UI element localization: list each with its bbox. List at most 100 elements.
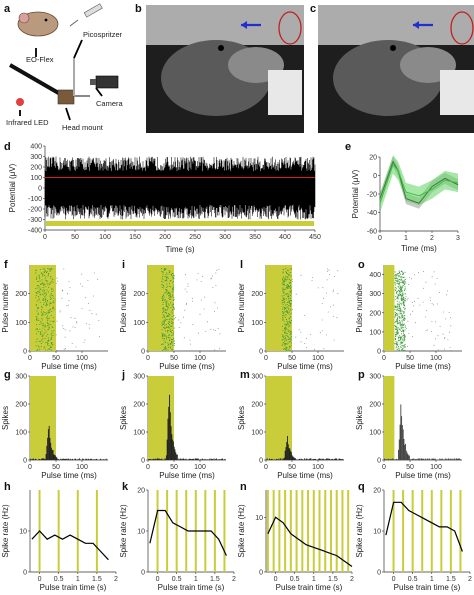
histogram-bar [47,429,49,460]
y-tick-label: 300 [30,154,42,161]
histogram-bar [421,458,423,460]
histogram-bar [338,458,340,460]
histogram-bar [218,459,220,460]
x-tick-label: 450 [309,234,321,241]
histogram-bar [96,458,98,460]
histogram-bar [313,459,315,460]
histogram-bar [152,459,154,460]
histogram-bar [176,454,178,460]
histogram-bar [271,458,273,460]
x-tick-label: 50 [406,464,414,471]
mount-block [57,89,75,105]
histogram-bar [342,459,344,460]
x-tick-label: 3 [456,235,460,242]
y-tick-label: 0 [377,570,381,577]
chart-f [28,265,108,353]
histogram-bar [162,459,164,460]
histogram-bar [47,437,49,460]
red-circle [450,11,474,45]
histogram-bar [148,459,149,460]
histogram-bar [327,459,329,460]
x-tick-label: 50 [52,355,60,362]
histogram-bar [458,458,460,460]
y-tick-label: 0 [38,186,42,193]
histogram-bar [48,425,50,460]
histogram-bar [301,458,302,460]
x-tick-label: 0 [38,576,42,583]
histogram-bar [441,458,443,460]
histogram-bar [90,458,92,460]
histogram-bar [404,444,406,460]
y-tick-label: 100 [133,320,145,327]
histogram-bar [169,412,171,460]
x-tick-label: 350 [249,234,261,241]
histogram-bar [432,458,434,460]
histogram-bar [216,459,218,460]
eoflex-probe [9,63,63,97]
x-tick-label: 1 [404,235,408,242]
histogram-bar [439,458,441,460]
x-tick-label: 0 [264,355,268,362]
y-axis-label: Spike rate (Hz) [355,504,364,558]
x-tick-label: 0 [156,576,160,583]
raster-background-spikes [291,268,339,352]
histogram-bar [170,426,172,460]
histogram-bar [384,458,385,460]
histogram-bar [63,459,65,460]
histogram-bar [188,458,190,460]
x-tick-label: 0 [382,464,386,471]
y-tick-label: 100 [369,430,381,437]
histogram-bar [283,458,285,460]
histogram-bar [384,459,386,460]
y-tick-label: 0 [377,458,381,465]
histogram-bar [389,459,391,460]
syringe-needle [69,19,79,27]
y-axis-label: Pulse number [119,283,128,333]
histogram-bar [38,458,40,460]
x-axis-label: Pulse train time (s) [158,583,225,592]
histogram-bar [455,458,457,460]
histogram-bar [330,459,332,460]
histogram-bar [306,458,308,460]
histogram-bar [173,446,175,460]
y-tick-label: 300 [369,291,381,298]
histogram-bar [408,455,410,460]
histogram-bar [411,459,413,460]
x-tick-label: 2 [430,235,434,242]
histogram-bar [400,404,402,460]
histogram-bar [412,458,413,460]
chart-q [382,489,471,574]
photo-b [146,5,304,133]
y-tick-label: 300 [251,374,263,381]
histogram-bar [85,458,87,460]
histogram-bar [310,458,312,460]
y-tick-label: 0 [373,173,377,180]
histogram-bar [319,459,321,460]
y-axis-label: Spikes [355,406,364,430]
y-tick-label: 100 [30,175,42,182]
y-tick-label: -20 [367,192,377,199]
histogram-bar [396,458,398,460]
x-tick-label: 1.5 [328,576,338,583]
histogram-bar [299,458,301,460]
histogram-bar [166,439,168,460]
histogram-bar [405,450,407,460]
x-tick-label: 50 [288,355,296,362]
histogram-bar [398,449,399,460]
histogram-bar [50,442,52,460]
histogram-bar [179,458,181,460]
stim-window [30,376,56,460]
panel-letter-n: n [240,481,247,493]
y-tick-label: 300 [369,374,381,381]
histogram-bar [281,458,283,460]
syringe-body [83,3,103,18]
histogram-bar [270,459,272,460]
y-tick-label: 0 [141,570,145,577]
histogram-bar [148,459,150,460]
histogram-bar [197,458,199,460]
histogram-bar [301,459,303,460]
stim-window [148,265,174,351]
x-tick-label: 50 [71,234,79,241]
histogram-bar [329,458,331,460]
photo-bright-top [146,5,304,45]
